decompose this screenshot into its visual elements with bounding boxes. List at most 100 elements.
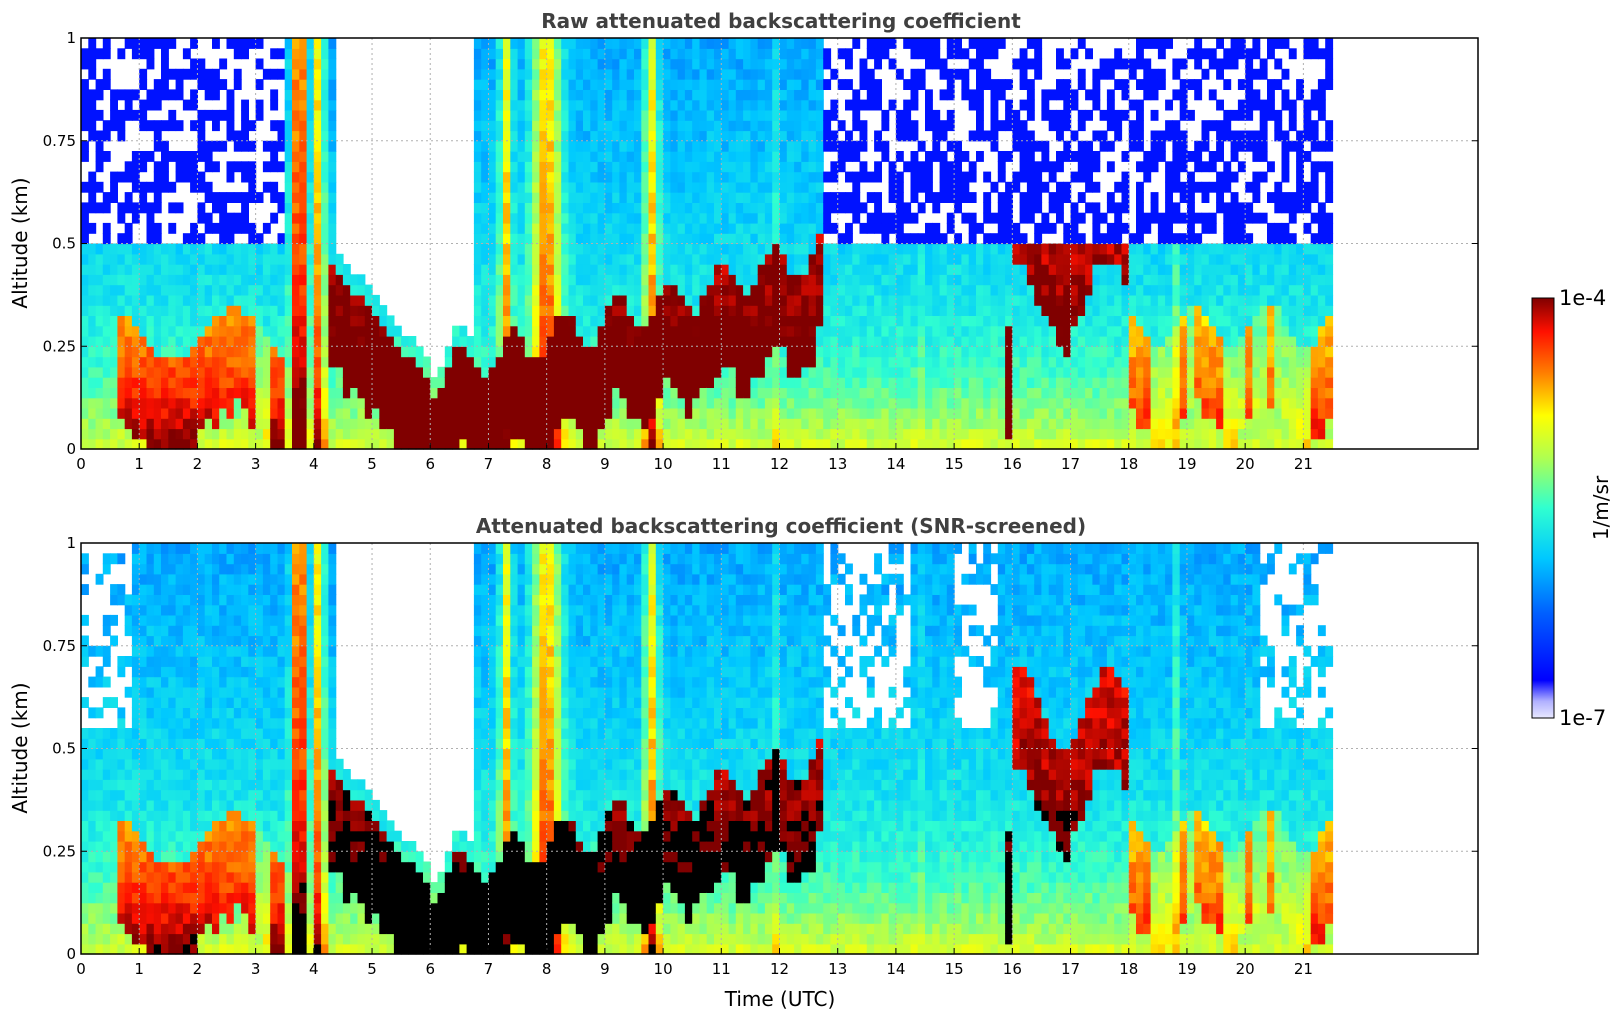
heatmap-cell <box>175 171 184 183</box>
heatmap-cell <box>503 305 511 316</box>
heatmap-cell <box>219 377 228 388</box>
heatmap-cell <box>248 253 257 265</box>
heatmap-cell <box>335 325 344 337</box>
heatmap-cell <box>968 428 977 440</box>
heatmap-cell <box>961 294 970 306</box>
heatmap-cell <box>299 418 308 430</box>
heatmap-cell <box>910 264 919 275</box>
heatmap-cell <box>954 428 962 440</box>
heatmap-cell <box>648 48 657 60</box>
heatmap-cell <box>1034 48 1043 60</box>
heatmap-cell <box>1172 284 1181 296</box>
heatmap-cell <box>1070 222 1079 234</box>
heatmap-cell <box>473 120 482 132</box>
heatmap-cell <box>917 336 926 347</box>
heatmap-cell <box>575 387 584 399</box>
heatmap-cell <box>524 202 533 214</box>
heatmap-cell <box>1099 315 1108 327</box>
heatmap-cell <box>248 181 257 193</box>
heatmap-cell <box>1041 407 1050 419</box>
heatmap-cell <box>1143 438 1152 450</box>
heatmap-cell <box>1070 387 1079 399</box>
heatmap-cell <box>895 325 904 337</box>
heatmap-cell <box>699 151 708 162</box>
heatmap-cell <box>1026 212 1035 224</box>
heatmap-cell <box>1063 356 1072 368</box>
heatmap-cell <box>1063 366 1072 378</box>
heatmap-cell <box>182 315 191 327</box>
heatmap-cell <box>743 68 751 80</box>
heatmap-cell <box>415 366 424 378</box>
heatmap-cell <box>233 387 242 399</box>
heatmap-cell <box>1026 151 1035 162</box>
heatmap-cell <box>153 181 162 193</box>
heatmap-cell <box>1121 222 1130 234</box>
heatmap-cell <box>1034 202 1043 214</box>
heatmap-cell <box>743 315 751 327</box>
heatmap-cell <box>721 397 730 409</box>
heatmap-cell <box>575 325 584 337</box>
heatmap-cell <box>1143 294 1152 306</box>
heatmap-cell <box>823 284 832 296</box>
heatmap-cell <box>801 284 810 296</box>
heatmap-cell <box>1099 356 1108 368</box>
heatmap-cell <box>808 68 817 80</box>
heatmap-cell <box>815 377 824 388</box>
heatmap-cell <box>117 253 126 265</box>
heatmap-cell <box>495 171 504 183</box>
heatmap-cell <box>517 325 526 337</box>
heatmap-cell <box>277 418 286 430</box>
heatmap-cell <box>997 89 1006 101</box>
heatmap-cell <box>692 366 701 378</box>
heatmap-cell <box>328 418 337 430</box>
heatmap-cell <box>517 140 526 152</box>
heatmap-cell <box>692 284 701 296</box>
heatmap-cell <box>1034 161 1043 173</box>
heatmap-cell <box>1143 253 1152 265</box>
heatmap-cell <box>677 99 686 111</box>
heatmap-cell <box>648 38 657 49</box>
heatmap-cell <box>859 315 868 327</box>
heatmap-cell <box>539 315 548 327</box>
heatmap-cell <box>335 377 344 388</box>
heatmap-cell <box>743 202 751 214</box>
heatmap-cell <box>1099 212 1108 224</box>
heatmap-cell <box>81 284 89 296</box>
heatmap-cell <box>95 48 104 60</box>
heatmap-cell <box>408 377 417 388</box>
heatmap-cell <box>728 130 737 142</box>
heatmap-cell <box>219 253 228 265</box>
heatmap-cell <box>1034 284 1043 296</box>
heatmap-cell <box>845 264 853 275</box>
heatmap-cell <box>473 336 482 347</box>
heatmap-cell <box>473 58 482 70</box>
heatmap-cell <box>881 212 890 224</box>
heatmap-cell <box>1099 305 1108 316</box>
heatmap-cell <box>539 68 548 80</box>
heatmap-cell <box>641 161 650 173</box>
heatmap-cell <box>299 407 308 419</box>
heatmap-cell <box>1106 294 1115 306</box>
heatmap-cell <box>626 130 635 142</box>
heatmap-cell <box>292 366 300 378</box>
heatmap-cell <box>204 140 213 152</box>
heatmap-cell <box>532 151 540 162</box>
heatmap-cell <box>714 397 722 409</box>
heatmap-cell <box>117 243 126 255</box>
heatmap-cell <box>81 212 89 224</box>
heatmap-cell <box>895 222 904 234</box>
heatmap-cell <box>88 356 97 368</box>
heatmap-cell <box>808 346 817 358</box>
heatmap-cell <box>1136 264 1144 275</box>
heatmap-cell <box>262 243 271 255</box>
heatmap-cell <box>575 233 584 245</box>
heatmap-cell <box>997 161 1006 173</box>
heatmap-cell <box>815 346 824 358</box>
heatmap-cell <box>1114 58 1123 70</box>
heatmap-cell <box>292 140 300 152</box>
heatmap-cell <box>517 346 526 358</box>
heatmap-cell <box>997 192 1006 203</box>
heatmap-cell <box>1077 151 1086 162</box>
heatmap-cell <box>648 212 657 224</box>
heatmap-cell <box>488 171 497 183</box>
